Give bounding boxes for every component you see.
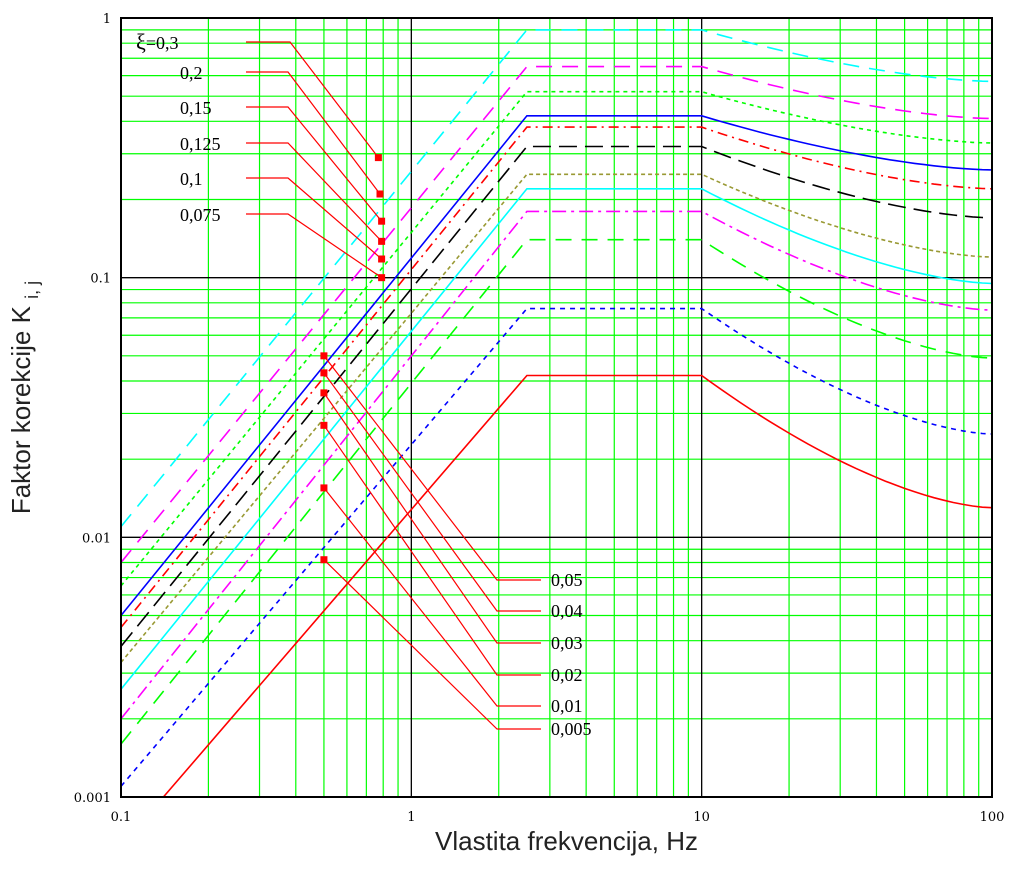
y-tick-label: 1 <box>103 12 111 27</box>
curve-label-bottom: 0,005 <box>551 719 592 739</box>
y-tick-label: 0.1 <box>90 272 111 287</box>
annotation-marker <box>320 352 328 360</box>
curve-label-top: 0,1 <box>180 169 203 189</box>
curve-label-bottom: 0,03 <box>551 633 583 653</box>
series-line-0-15 <box>120 90 993 587</box>
curve-label-bottom: 0,04 <box>551 601 583 621</box>
curve-label-top: 0,15 <box>180 98 212 118</box>
annotation-marker <box>374 154 382 162</box>
curve-label-top: 0,2 <box>180 63 203 83</box>
annotation-leader <box>323 424 541 676</box>
curve-label-top: 0,125 <box>180 134 221 154</box>
annotation-leader <box>323 487 541 707</box>
annotation-marker <box>376 190 384 198</box>
series-line-0-03 <box>120 210 993 720</box>
series-line-0-005 <box>162 374 993 798</box>
annotation-leader <box>323 559 541 730</box>
xi-label: ξ=0,3 <box>136 29 178 54</box>
leader-lines <box>246 41 541 730</box>
x-tick-label: 1 <box>407 810 415 825</box>
series-line-0-1 <box>120 126 993 628</box>
grid <box>121 18 992 797</box>
curve-label-bottom: 0,05 <box>551 570 583 590</box>
annotation-leader <box>246 41 379 158</box>
series-line-0-125 <box>120 115 993 617</box>
curve-label-top: 0,075 <box>180 205 221 225</box>
y-tick-label: 0.001 <box>74 791 111 806</box>
y-tick-label: 0.01 <box>82 531 111 546</box>
y-axis-title-main: Faktor korekcije K <box>6 305 36 514</box>
y-axis-title-subscript: i, j <box>22 281 42 299</box>
annotation-marker <box>378 255 386 263</box>
annotation-leader <box>246 142 383 242</box>
series-line-0-075 <box>120 145 993 647</box>
annotation-marker <box>378 217 386 225</box>
x-tick-label: 100 <box>980 810 1005 825</box>
annotation-marker <box>320 484 328 492</box>
x-tick-label: 0.1 <box>111 810 132 825</box>
series-line-0-2 <box>120 65 993 564</box>
y-axis-title: Faktor korekcije K i, j <box>6 281 42 514</box>
annotation-leader <box>323 392 541 644</box>
annotation-leader <box>246 213 382 279</box>
xi-symbol: ξ <box>136 29 146 54</box>
annotation-leader <box>246 71 381 195</box>
series-lines <box>120 29 993 798</box>
annotation-marker <box>320 421 328 429</box>
plot-frame <box>120 17 993 798</box>
annotation-marker <box>320 389 328 397</box>
series-line-0-05 <box>120 173 993 663</box>
annotation-marker <box>378 237 386 245</box>
annotation-marker <box>378 274 386 282</box>
series-line-0-04 <box>120 188 993 690</box>
tick-labels: 0.1 1 10 100 0.001 0.01 0.1 1 <box>74 12 1005 825</box>
series-line-0-01 <box>120 307 993 787</box>
series-line-0-02 <box>120 238 993 745</box>
annotation-leader <box>323 355 541 581</box>
x-tick-label: 10 <box>693 810 710 825</box>
annotation-marker <box>320 369 328 377</box>
curve-labels: ξ=0,30,2 0,15 0,125 0,1 0,075 0,05 0,04 0,03 0,0… <box>136 29 592 739</box>
xi-equals: =0,3 <box>146 33 179 53</box>
annotation-leader <box>246 177 383 260</box>
x-axis-title: Vlastita frekvencija, Hz <box>435 826 698 856</box>
annotation-leader <box>246 106 383 222</box>
annotation-marker <box>320 556 328 564</box>
curve-label-bottom: 0,02 <box>551 665 583 685</box>
curve-label-bottom: 0,01 <box>551 696 583 716</box>
annotation-leader <box>323 372 541 612</box>
